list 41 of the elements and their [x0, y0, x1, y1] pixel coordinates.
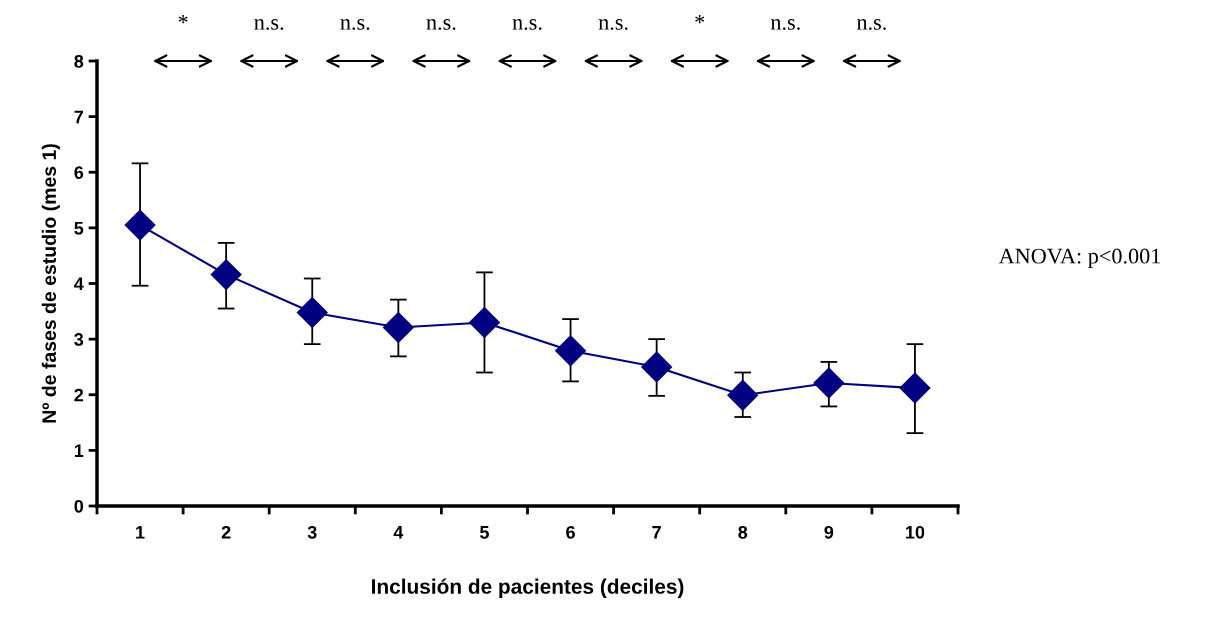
point	[641, 351, 673, 383]
point	[382, 312, 414, 343]
y-tick-label: 0	[74, 499, 84, 513]
y-tick-label: 7	[74, 110, 84, 124]
x-tick-label: 6	[566, 525, 575, 539]
text: *	[178, 15, 188, 24]
point	[813, 367, 845, 399]
y-tick-label: 3	[74, 333, 84, 346]
text: n.s.	[856, 19, 886, 30]
y-tick-label: 1	[74, 444, 84, 457]
point	[727, 379, 759, 411]
x-tick-label: 10	[906, 525, 925, 539]
text: n.s.	[512, 19, 542, 30]
point	[124, 209, 156, 241]
x-tick-label: 2	[221, 525, 231, 539]
y-tick-label: 5	[74, 222, 84, 235]
point	[469, 307, 500, 338]
x-axis-title: Inclusión de pacientes (deciles)	[372, 578, 684, 598]
y-tick-label: 4	[74, 277, 84, 291]
point	[210, 259, 242, 291]
y-tick-label: 8	[74, 54, 84, 68]
x-tick-label: 4	[393, 526, 404, 539]
x-tick-label: 1	[136, 526, 145, 539]
point	[899, 372, 931, 404]
text: n.s.	[254, 19, 284, 30]
x-tick-label: 3	[307, 525, 317, 539]
point	[296, 296, 328, 328]
x-tick-label: 9	[824, 525, 834, 539]
text: n.s.	[598, 19, 628, 30]
y-tick-label: 6	[74, 166, 84, 179]
text: n.s.	[426, 19, 456, 30]
x-tick-label: 8	[738, 525, 748, 539]
point	[555, 335, 586, 367]
y-tick-label: 2	[74, 388, 84, 402]
y-axis-title: Nº de fases de estudio (mes 1)	[41, 144, 60, 423]
text: *	[695, 15, 705, 24]
text: ANOVA: p<0.001	[998, 248, 1161, 269]
text: n.s.	[770, 19, 800, 30]
x-tick-label: 5	[479, 526, 489, 539]
text: n.s.	[340, 19, 370, 30]
x-tick-label: 7	[652, 526, 661, 539]
